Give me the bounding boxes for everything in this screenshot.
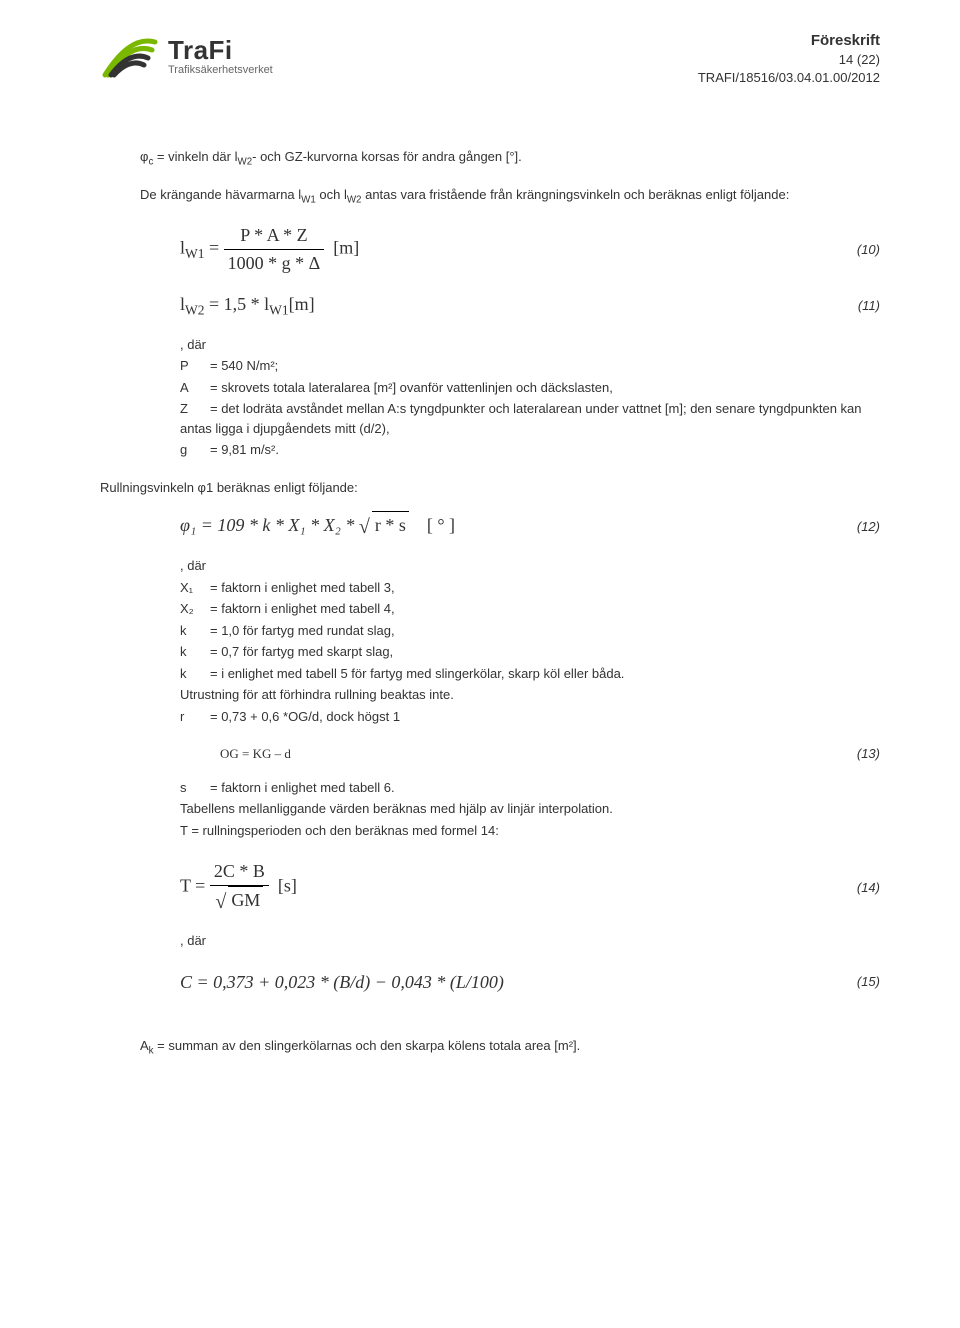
logo-subtitle: Trafiksäkerhetsverket [168, 64, 273, 76]
equation-11: lW2 = 1,5 * lW1[m] (11) [140, 291, 880, 321]
definitions-block-2: , där X₁= faktorn i enlighet med tabell … [180, 556, 880, 726]
ak-definition: Ak = summan av den slingerkölarnas och d… [140, 1036, 880, 1059]
equation-10: lW1 = P * A * Z 1000 * g * Δ [m] (10) [140, 222, 880, 277]
doc-title: Föreskrift [698, 30, 880, 51]
s-definition: s= faktorn i enlighet med tabell 6. Tabe… [180, 778, 880, 841]
rolling-angle-intro: Rullningsvinkeln φ1 beräknas enligt följ… [100, 478, 880, 498]
equation-number-14: (14) [810, 878, 880, 898]
equation-number-11: (11) [810, 296, 880, 316]
equation-number-13: (13) [810, 744, 880, 764]
logo: TraFi Trafiksäkerhetsverket [100, 30, 273, 80]
header-meta: Föreskrift 14 (22) TRAFI/18516/03.04.01.… [698, 30, 880, 87]
page-header: TraFi Trafiksäkerhetsverket Föreskrift 1… [100, 30, 880, 87]
trafi-logo-icon [100, 30, 160, 80]
equation-14: T = 2C * B √GM [s] (14) [140, 858, 880, 917]
where-label-2: , där [180, 556, 880, 576]
logo-name: TraFi [168, 35, 273, 66]
equation-13: OG = KG – d (13) [180, 744, 880, 764]
phi-c-definition: φc = vinkeln där lW2- och GZ-kurvorna ko… [140, 147, 880, 170]
equation-number-10: (10) [810, 240, 880, 260]
where-label-3: , där [180, 931, 880, 951]
equation-15: C = 0,373 + 0,023 * (B/d) − 0,043 * (L/1… [140, 969, 880, 996]
intro-paragraph: De krängande hävarmarna lW1 och lW2 anta… [140, 185, 880, 208]
page-number: 14 (22) [698, 51, 880, 69]
equation-number-12: (12) [810, 517, 880, 537]
where-label: , där [180, 335, 880, 355]
doc-reference: TRAFI/18516/03.04.01.00/2012 [698, 69, 880, 87]
definitions-block-1: , där P= 540 N/m²; A= skrovets totala la… [180, 335, 880, 460]
equation-number-15: (15) [810, 972, 880, 992]
equation-12: φ₁ = 109 * k * X₁ * X₂ * √r * s [ ° ] (1… [140, 511, 880, 542]
